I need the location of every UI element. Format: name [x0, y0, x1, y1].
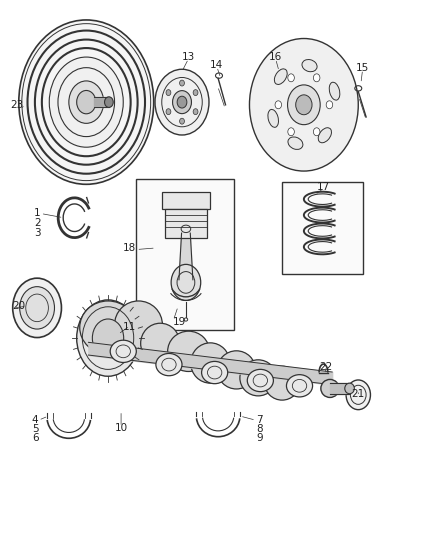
Circle shape	[19, 20, 154, 184]
Ellipse shape	[201, 361, 228, 384]
Circle shape	[177, 96, 187, 108]
Ellipse shape	[274, 69, 287, 84]
Text: 13: 13	[182, 52, 195, 62]
Ellipse shape	[110, 340, 136, 362]
Circle shape	[288, 74, 294, 82]
Text: 2: 2	[34, 218, 41, 228]
Text: 9: 9	[256, 433, 263, 443]
Ellipse shape	[247, 369, 273, 392]
Circle shape	[193, 109, 198, 115]
Ellipse shape	[286, 375, 313, 397]
Bar	[136, 179, 234, 330]
Text: 4: 4	[32, 415, 39, 425]
Circle shape	[20, 287, 54, 329]
Text: 7: 7	[256, 415, 263, 425]
Ellipse shape	[115, 301, 162, 349]
Text: 16: 16	[269, 52, 282, 62]
Text: 6: 6	[32, 433, 39, 443]
Circle shape	[313, 74, 320, 82]
Circle shape	[180, 80, 184, 86]
Ellipse shape	[191, 343, 230, 383]
Ellipse shape	[345, 383, 354, 394]
Text: 11: 11	[123, 322, 136, 333]
Circle shape	[193, 90, 198, 95]
Circle shape	[155, 69, 209, 135]
Circle shape	[326, 101, 333, 109]
Circle shape	[166, 90, 171, 95]
Text: 1: 1	[34, 208, 41, 219]
Ellipse shape	[265, 366, 300, 400]
Circle shape	[166, 109, 171, 115]
Ellipse shape	[268, 109, 279, 127]
Text: 14: 14	[210, 60, 223, 70]
Text: 3: 3	[34, 228, 41, 238]
Ellipse shape	[318, 128, 332, 143]
Circle shape	[346, 380, 371, 410]
Text: 23: 23	[10, 100, 23, 110]
Circle shape	[288, 85, 320, 125]
Text: 20: 20	[12, 301, 25, 311]
Ellipse shape	[80, 301, 136, 354]
Circle shape	[171, 264, 201, 301]
Text: 8: 8	[256, 424, 263, 434]
Text: 5: 5	[32, 424, 39, 434]
Ellipse shape	[321, 379, 339, 398]
Text: 19: 19	[173, 317, 187, 327]
Circle shape	[105, 97, 113, 108]
Circle shape	[288, 128, 294, 136]
Circle shape	[296, 95, 312, 115]
Text: 17: 17	[317, 182, 330, 192]
Ellipse shape	[168, 331, 209, 372]
Bar	[162, 192, 210, 209]
Ellipse shape	[217, 351, 255, 389]
Ellipse shape	[156, 353, 182, 376]
Circle shape	[313, 128, 320, 136]
Circle shape	[49, 57, 123, 147]
Text: 10: 10	[114, 423, 127, 433]
Bar	[165, 209, 207, 238]
Text: 15: 15	[356, 63, 369, 72]
Ellipse shape	[288, 137, 303, 149]
Circle shape	[77, 300, 139, 376]
Circle shape	[275, 101, 282, 109]
Circle shape	[173, 91, 191, 114]
Ellipse shape	[240, 360, 276, 396]
Polygon shape	[179, 233, 193, 280]
Circle shape	[69, 81, 104, 123]
Text: 22: 22	[319, 362, 332, 372]
Text: 21: 21	[352, 389, 365, 399]
Ellipse shape	[302, 60, 317, 72]
Bar	[282, 182, 363, 274]
Circle shape	[13, 278, 61, 337]
Ellipse shape	[141, 323, 180, 364]
Circle shape	[250, 38, 358, 171]
Text: 18: 18	[123, 243, 136, 253]
Circle shape	[92, 319, 124, 357]
Circle shape	[77, 91, 96, 114]
Ellipse shape	[329, 82, 340, 100]
Circle shape	[180, 118, 184, 124]
